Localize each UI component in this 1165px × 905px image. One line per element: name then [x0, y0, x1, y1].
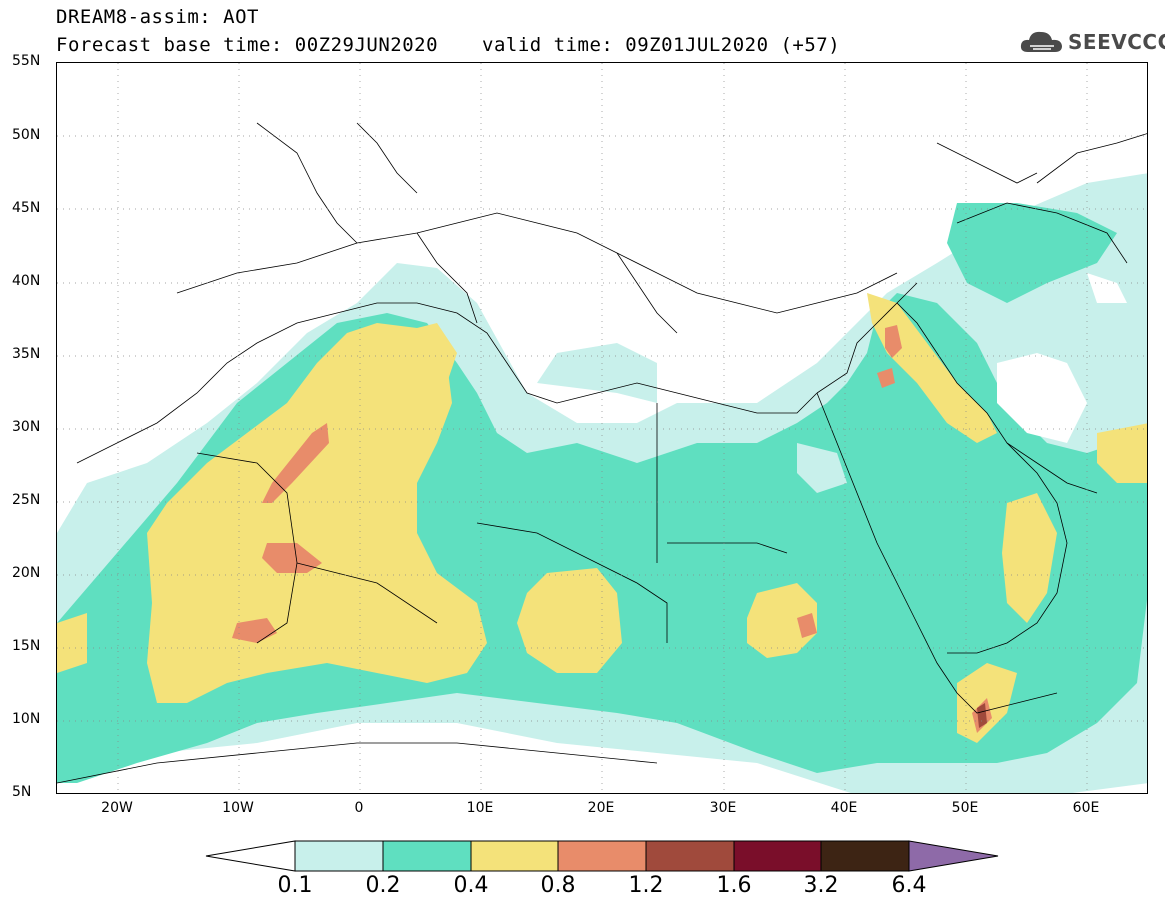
colorbar-swatch-0-2 — [382, 840, 472, 872]
colorbar-label-6-4: 6.4 — [891, 873, 927, 898]
lon-label-20w: 20W — [101, 800, 133, 816]
lat-label-30n: 30N — [12, 419, 41, 435]
lat-label-40n: 40N — [12, 273, 41, 289]
colorbar — [205, 840, 999, 872]
seevccc-logo: SEEVCCC — [1018, 26, 1165, 58]
lon-label-20e: 20E — [587, 800, 615, 816]
logo-text: SEEVCCC — [1068, 30, 1165, 54]
valid-time: valid time: 09Z01JUL2020 (+57) — [482, 34, 841, 56]
forecast-base-time: Forecast base time: 00Z29JUN2020 — [56, 34, 439, 56]
lat-label-55n: 55N — [12, 53, 41, 69]
colorbar-swatch-1-6 — [733, 840, 822, 872]
lat-label-15n: 15N — [12, 638, 41, 654]
map-title: DREAM8-assim: AOT — [56, 6, 259, 28]
colorbar-swatch-1-2 — [645, 840, 735, 872]
colorbar-label-1-2: 1.2 — [628, 873, 664, 898]
lat-label-50n: 50N — [12, 127, 41, 143]
lat-label-45n: 45N — [12, 200, 41, 216]
colorbar-swatch-0-1 — [294, 840, 384, 872]
colorbar-swatch-0-8 — [557, 840, 647, 872]
lon-label-30e: 30E — [709, 800, 737, 816]
cloud-icon — [1020, 31, 1062, 52]
aot-band-1-2 — [977, 703, 987, 728]
lon-label-10w: 10W — [222, 800, 254, 816]
lon-label-50e: 50E — [951, 800, 979, 816]
colorbar-over-arrow — [908, 840, 999, 872]
lat-label-20n: 20N — [12, 565, 41, 581]
aot-band-0-4 — [57, 293, 1147, 743]
lon-label-10e: 10E — [466, 800, 494, 816]
colorbar-label-0-2: 0.2 — [365, 873, 401, 898]
lat-label-35n: 35N — [12, 346, 41, 362]
lon-label-0: 0 — [354, 800, 364, 816]
coastlines-borders — [57, 122, 1147, 784]
clean-air-patches — [537, 273, 1127, 493]
lat-label-10n: 10N — [12, 711, 41, 727]
colorbar-label-3-2: 3.2 — [803, 873, 839, 898]
colorbar-label-0-4: 0.4 — [453, 873, 489, 898]
lon-label-60e: 60E — [1072, 800, 1100, 816]
colorbar-label-0-8: 0.8 — [540, 873, 576, 898]
colorbar-label-0-1: 0.1 — [277, 873, 313, 898]
map-canvas — [57, 63, 1147, 793]
colorbar-label-1-6: 1.6 — [716, 873, 752, 898]
colorbar-swatch-0-4 — [470, 840, 559, 872]
lon-label-40e: 40E — [830, 800, 858, 816]
lat-label-5n: 5N — [12, 784, 32, 800]
lat-lon-grid — [57, 63, 1147, 793]
colorbar-swatch-3-2 — [820, 840, 910, 872]
colorbar-under-arrow — [205, 840, 296, 872]
aot-map — [56, 62, 1148, 794]
lat-label-25n: 25N — [12, 492, 41, 508]
